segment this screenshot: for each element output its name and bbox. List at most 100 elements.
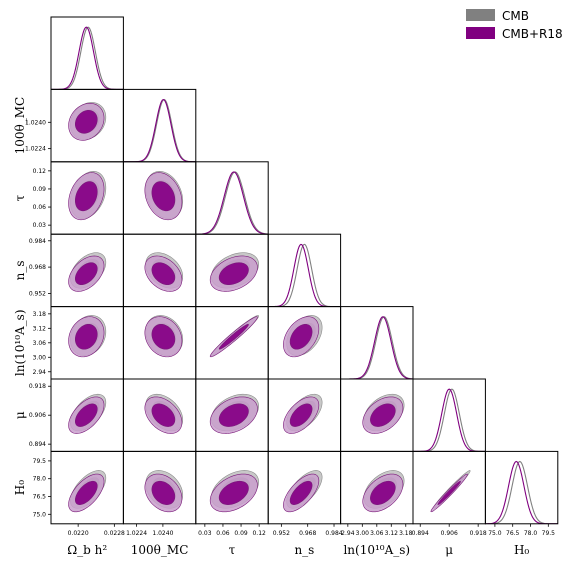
panel-4-1 bbox=[144, 315, 184, 358]
panel-5-4 bbox=[362, 393, 405, 434]
ytick-label-4-3: 3.12 bbox=[33, 325, 47, 332]
ytick-label-6-3: 79.5 bbox=[33, 458, 47, 465]
contour-cmb-r18-68-6-3 bbox=[289, 480, 313, 505]
yaxis-label-2: τ bbox=[13, 194, 27, 201]
panel-5-3 bbox=[283, 393, 323, 434]
xtick-label-4-3: 3.12 bbox=[385, 530, 399, 537]
xtick-label-6-1: 76.5 bbox=[506, 530, 520, 537]
contour-cmb-r18-68-3-0 bbox=[74, 262, 98, 286]
xtick-label-5-2: 0.918 bbox=[470, 530, 487, 537]
legend-label-cmb: CMB bbox=[502, 9, 529, 23]
panel-3-3 bbox=[268, 243, 341, 307]
panel-5-1 bbox=[144, 393, 184, 434]
panel-1-1 bbox=[123, 98, 196, 162]
marginal-cmb-3 bbox=[268, 243, 341, 307]
ytick-label-1-1: 1.0240 bbox=[25, 119, 46, 126]
panel-4-0 bbox=[68, 315, 107, 358]
panel-3-1 bbox=[144, 252, 184, 292]
marginal-cmb-r18-4 bbox=[340, 316, 414, 380]
marginal-cmb-r18-6 bbox=[485, 460, 558, 524]
ytick-label-1-0: 1.0224 bbox=[25, 146, 46, 153]
xaxis-label-0: Ω_b h² bbox=[67, 543, 107, 557]
legend-swatch-cmb-r18 bbox=[466, 27, 495, 39]
contour-cmb-r18-68-5-1 bbox=[151, 403, 176, 427]
panel-6-6 bbox=[485, 460, 558, 524]
marginal-cmb-0 bbox=[51, 26, 124, 90]
contour-cmb-r18-68-6-1 bbox=[151, 480, 176, 505]
legend-label-cmb-r18: CMB+R18 bbox=[502, 27, 563, 41]
panel-3-2 bbox=[209, 252, 259, 292]
xaxis-label-6: H₀ bbox=[514, 543, 529, 557]
contour-cmb-r18-68-6-0 bbox=[74, 480, 98, 505]
ytick-label-2-3: 0.12 bbox=[33, 168, 47, 175]
panel-frame-5-5 bbox=[412, 378, 486, 452]
marginal-cmb-r18-5 bbox=[413, 388, 486, 452]
ytick-label-4-4: 3.18 bbox=[33, 311, 47, 318]
ytick-label-2-0: 0.03 bbox=[33, 222, 47, 229]
panel-4-4 bbox=[340, 316, 414, 380]
contour-cmb-r18-68-5-3 bbox=[289, 403, 313, 427]
xaxis-label-4: ln(10¹⁰A_s) bbox=[343, 543, 410, 557]
xtick-label-2-0: 0.03 bbox=[198, 530, 212, 537]
yaxis-label-3: n_s bbox=[13, 260, 27, 280]
ytick-label-5-0: 0.894 bbox=[29, 441, 46, 448]
xtick-label-2-3: 0.12 bbox=[252, 530, 266, 537]
marginal-cmb-2 bbox=[195, 171, 269, 235]
panel-frame-4-4 bbox=[340, 306, 414, 380]
contour-cmb-r18-68-6-2 bbox=[218, 480, 249, 505]
marginal-cmb-4 bbox=[340, 316, 414, 380]
ytick-label-3-1: 0.968 bbox=[29, 264, 46, 271]
contour-cmb-r18-68-4-0 bbox=[74, 323, 98, 350]
contour-cmb-r18-68-4-2 bbox=[218, 324, 249, 350]
marginal-cmb-6 bbox=[485, 460, 558, 524]
panel-5-5 bbox=[413, 388, 486, 452]
panel-5-0 bbox=[68, 393, 107, 434]
panel-4-2 bbox=[209, 315, 259, 358]
xtick-label-4-4: 3.18 bbox=[399, 530, 413, 537]
ytick-label-2-2: 0.09 bbox=[33, 186, 47, 193]
xtick-label-1-0: 1.0224 bbox=[126, 530, 147, 537]
marginal-cmb-r18-1 bbox=[123, 98, 196, 162]
panel-4-3 bbox=[283, 315, 323, 358]
panel-frame-3-3 bbox=[267, 233, 342, 308]
axis-labels-layer: Ω_b h² 100θ_MC100θ_MCττn_sn_sln(10¹⁰A_s)l… bbox=[13, 97, 529, 557]
xtick-label-6-0: 75.0 bbox=[488, 530, 502, 537]
yaxis-label-5: μ bbox=[13, 411, 27, 419]
panel-6-3 bbox=[283, 470, 323, 513]
panel-6-4 bbox=[362, 470, 405, 513]
ytick-label-4-1: 3.00 bbox=[33, 354, 47, 361]
xtick-label-3-2: 0.984 bbox=[325, 530, 342, 537]
panel-2-0 bbox=[68, 171, 107, 221]
yaxis-label-6: H₀ bbox=[13, 480, 27, 495]
xtick-label-5-1: 0.906 bbox=[441, 530, 458, 537]
contour-cmb-r18-68-2-0 bbox=[75, 181, 98, 212]
panel-1-0 bbox=[68, 102, 107, 141]
panel-5-2 bbox=[209, 393, 259, 434]
ytick-label-4-0: 2.94 bbox=[33, 369, 47, 376]
xtick-label-0-1: 0.0228 bbox=[104, 530, 125, 537]
panel-6-0 bbox=[68, 470, 107, 513]
ytick-label-6-2: 78.0 bbox=[33, 476, 47, 483]
ytick-label-2-1: 0.06 bbox=[33, 204, 47, 211]
contour-cmb-r18-68-5-4 bbox=[370, 403, 396, 427]
ytick-label-4-2: 3.06 bbox=[33, 340, 47, 347]
panel-6-5 bbox=[430, 470, 471, 513]
marginal-cmb-r18-2 bbox=[195, 171, 269, 235]
contour-cmb-r18-68-6-5 bbox=[437, 480, 461, 505]
panel-frame-6-6 bbox=[484, 450, 559, 525]
panel-2-1 bbox=[144, 171, 184, 221]
xtick-label-6-3: 79.5 bbox=[542, 530, 556, 537]
contour-cmb-r18-68-2-1 bbox=[151, 181, 176, 212]
contour-cmb-r18-68-3-1 bbox=[151, 262, 176, 286]
xtick-label-3-0: 0.952 bbox=[273, 530, 290, 537]
panel-frame-1-1 bbox=[122, 88, 197, 163]
panel-6-2 bbox=[209, 470, 259, 513]
panel-3-0 bbox=[68, 252, 107, 292]
ytick-label-3-2: 0.984 bbox=[29, 238, 46, 245]
marginal-cmb-r18-0 bbox=[51, 26, 124, 90]
ytick-label-6-1: 76.5 bbox=[33, 494, 47, 501]
yaxis-label-4: ln(10¹⁰A_s) bbox=[13, 309, 27, 376]
ytick-label-5-1: 0.906 bbox=[29, 412, 46, 419]
legend-swatch-cmb bbox=[466, 9, 495, 21]
xaxis-label-3: n_s bbox=[294, 543, 314, 557]
